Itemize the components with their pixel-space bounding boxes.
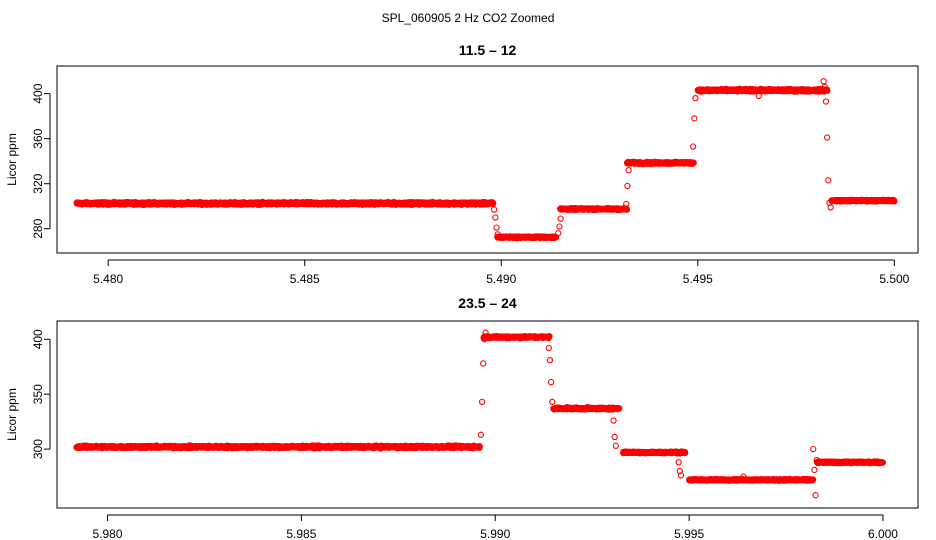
panel-bottom: 23.5 – 24 Licor ppm 5.980 5.985 5.990 5.995…: [5, 295, 919, 540]
data-point: [820, 78, 827, 85]
panel-top-y-axis: 280 320 360 400: [31, 83, 51, 239]
data-point: [625, 167, 632, 174]
panel-top-x-axis: 5.480 5.485 5.490 5.495 5.500: [93, 259, 910, 286]
y-tick-label: 280: [31, 218, 45, 238]
panel-bottom-x-axis: 5.980 5.985 5.990 5.995 6.000: [93, 514, 898, 540]
figure-title: SPL_060905 2 Hz CO2 Zoomed: [382, 11, 555, 25]
y-tick-label: 360: [31, 128, 45, 148]
data-point: [689, 143, 697, 150]
panel-bottom-points: [73, 329, 886, 499]
y-tick-label: 400: [31, 329, 45, 349]
data-point: [556, 223, 563, 230]
panel-top-title: 11.5 – 12: [459, 42, 517, 58]
panel-top-ylabel: Licor ppm: [5, 133, 19, 186]
panel-bottom-title: 23.5 – 24: [458, 295, 517, 311]
x-tick-label: 5.985: [286, 527, 316, 540]
panel-top-points: [73, 78, 898, 242]
data-point: [491, 206, 498, 213]
data-point: [755, 92, 762, 100]
x-tick-label: 5.490: [486, 272, 516, 286]
data-point: [822, 98, 830, 105]
panel-top-frame: [56, 65, 919, 254]
data-point: [492, 214, 499, 221]
x-tick-label: 5.990: [480, 527, 510, 540]
x-tick-label: 5.480: [93, 272, 123, 286]
data-point: [624, 182, 631, 190]
y-tick-label: 350: [31, 384, 45, 404]
panel-bottom-y-axis: 300 350 400: [31, 329, 51, 459]
data-point: [823, 134, 831, 141]
data-point: [490, 199, 497, 207]
y-tick-label: 400: [31, 83, 45, 103]
panel-bottom-ylabel: Licor ppm: [5, 388, 19, 441]
data-point: [557, 215, 564, 222]
x-tick-label: 5.980: [93, 527, 123, 540]
data-point: [692, 94, 699, 102]
data-point: [691, 115, 698, 122]
data-point: [493, 224, 500, 231]
x-tick-label: 5.500: [879, 272, 909, 286]
x-tick-label: 5.995: [674, 527, 704, 540]
x-tick-label: 5.485: [290, 272, 320, 286]
x-tick-label: 5.495: [683, 272, 713, 286]
data-point: [825, 177, 832, 184]
y-tick-label: 300: [31, 439, 45, 459]
y-tick-label: 320: [31, 173, 45, 193]
panel-top: 11.5 – 12 Licor ppm 5.480 5.485 5.490 5.495…: [5, 42, 919, 286]
x-tick-label: 6.000: [868, 527, 898, 540]
